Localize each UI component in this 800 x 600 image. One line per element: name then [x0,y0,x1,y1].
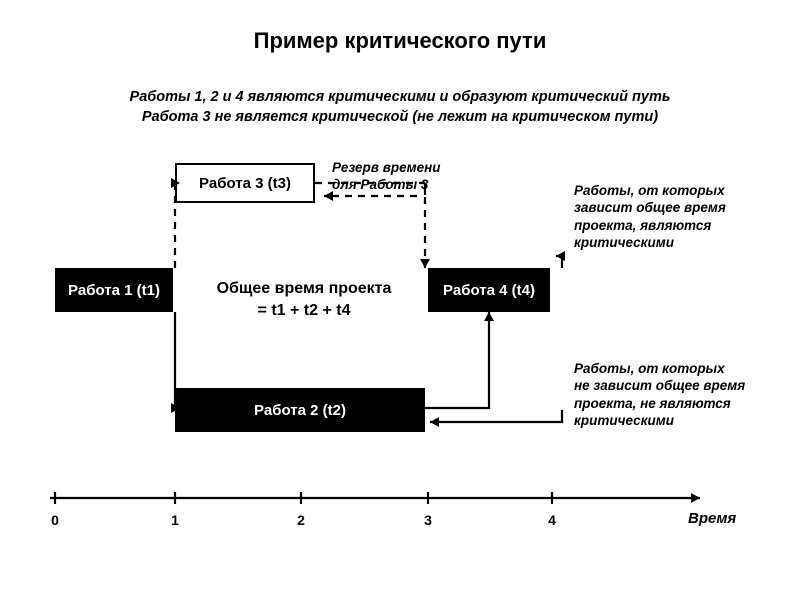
axis-time-label: Время [688,510,736,527]
task-label-2: Работа 2 (t2) [254,402,346,419]
note-critical-line-2: зависит общее время [574,200,726,215]
reserve-line-2: для Работы 3 [332,177,428,192]
task-box-1: Работа 1 (t1) [55,268,173,312]
note-critical: Работы, от которых зависит общее время п… [574,182,759,251]
note-noncritical-line-2: не зависит общее время [574,378,745,393]
note-noncritical-line-3: проекта, не являются [574,396,731,411]
task-box-2: Работа 2 (t2) [175,388,425,432]
task-label-3: Работа 3 (t3) [199,175,291,192]
axis-tick-4: 4 [542,512,562,528]
formula-line-1: Общее время проекта [217,280,392,297]
axis-tick-1: 1 [165,512,185,528]
reserve-line-1: Резерв времени [332,160,441,175]
task-label-4: Работа 4 (t4) [443,282,535,299]
note-noncritical: Работы, от которых не зависит общее врем… [574,360,759,429]
reserve-time-label: Резерв времени для Работы 3 [332,160,441,194]
note-critical-line-1: Работы, от которых [574,183,725,198]
title: Пример критического пути [0,28,800,54]
task-label-1: Работа 1 (t1) [68,282,160,299]
axis-tick-2: 2 [291,512,311,528]
task-box-3: Работа 3 (t3) [175,163,315,203]
total-time-formula: Общее время проекта = t1 + t2 + t4 [194,278,414,321]
note-critical-line-4: критическими [574,235,674,250]
axis-tick-3: 3 [418,512,438,528]
axis-tick-0: 0 [45,512,65,528]
formula-line-2: = t1 + t2 + t4 [258,302,351,319]
note-noncritical-line-4: критическими [574,413,674,428]
subtitle-line-2: Работа 3 не является критической (не леж… [142,109,658,125]
subtitle-line-1: Работы 1, 2 и 4 являются критическими и … [130,89,671,105]
subtitle: Работы 1, 2 и 4 являются критическими и … [0,88,800,127]
note-noncritical-line-1: Работы, от которых [574,361,725,376]
note-critical-line-3: проекта, являются [574,218,711,233]
diagram-stage: Пример критического пути Работы 1, 2 и 4… [0,0,800,600]
task-box-4: Работа 4 (t4) [428,268,550,312]
